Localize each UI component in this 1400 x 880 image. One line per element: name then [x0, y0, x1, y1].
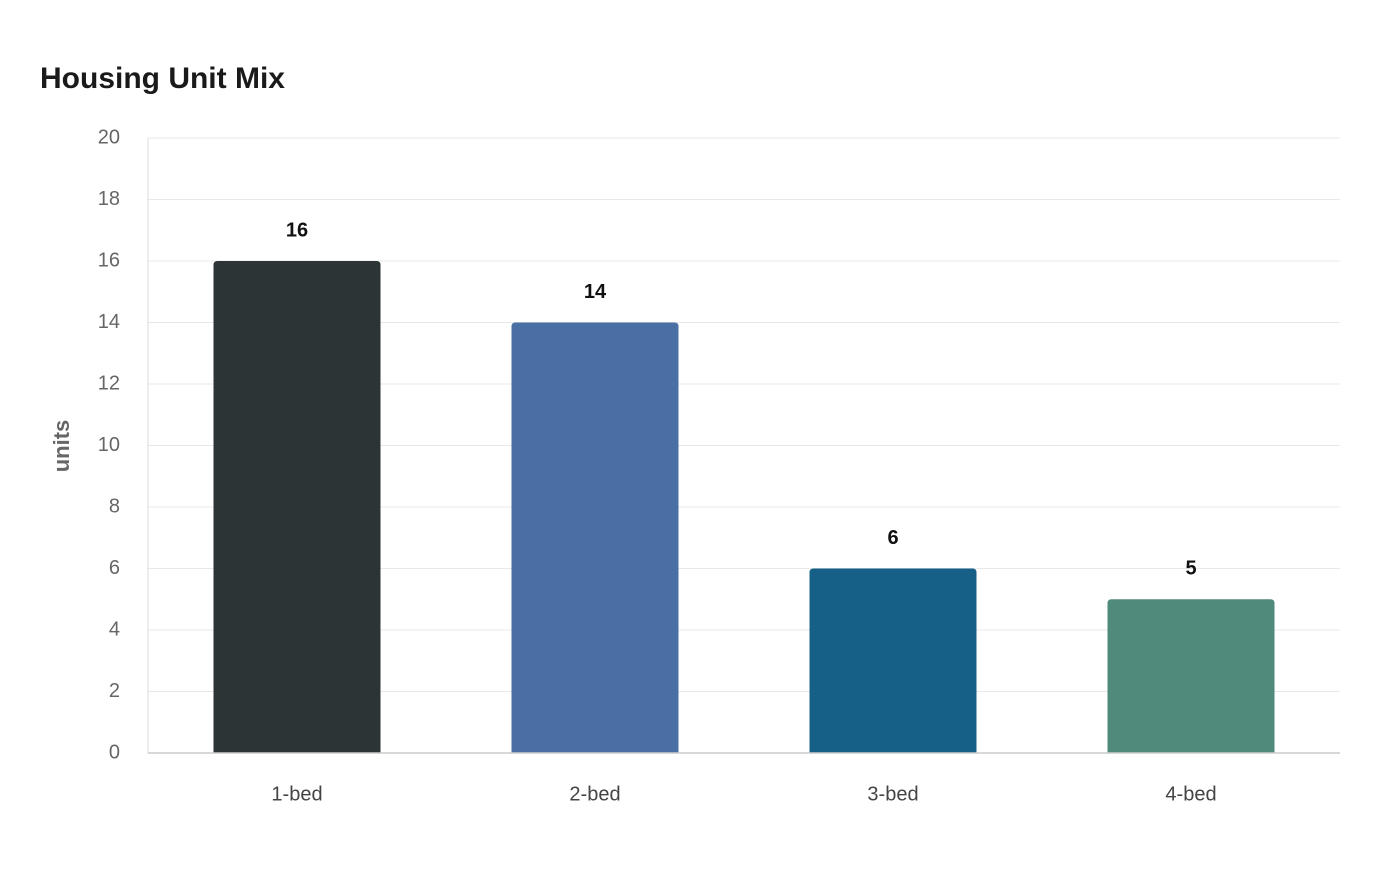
data-label: 5 — [1185, 558, 1196, 580]
x-tick-label: 2-bed — [569, 783, 620, 805]
y-tick-label: 16 — [98, 249, 120, 271]
y-tick-label: 14 — [98, 311, 120, 333]
bar — [809, 568, 977, 753]
y-tick-label: 2 — [109, 680, 120, 702]
data-label: 16 — [286, 219, 308, 241]
y-tick-label: 18 — [98, 188, 120, 210]
chart-title: Housing Unit Mix — [40, 62, 285, 95]
bar — [213, 261, 381, 753]
bar — [1107, 599, 1275, 753]
x-tick-label: 3-bed — [867, 783, 918, 805]
y-tick-label: 6 — [109, 557, 120, 579]
y-axis-label: units — [49, 420, 74, 473]
bar — [511, 322, 679, 753]
y-tick-label: 8 — [109, 495, 120, 517]
y-tick-label: 4 — [109, 618, 120, 640]
x-tick-label: 4-bed — [1165, 783, 1216, 805]
data-label: 14 — [584, 281, 607, 303]
data-label: 6 — [887, 527, 898, 549]
x-tick-label: 1-bed — [271, 783, 322, 805]
y-tick-label: 10 — [98, 434, 120, 456]
y-tick-label: 12 — [98, 372, 120, 394]
y-tick-label: 20 — [98, 126, 120, 148]
y-tick-label: 0 — [109, 741, 120, 763]
